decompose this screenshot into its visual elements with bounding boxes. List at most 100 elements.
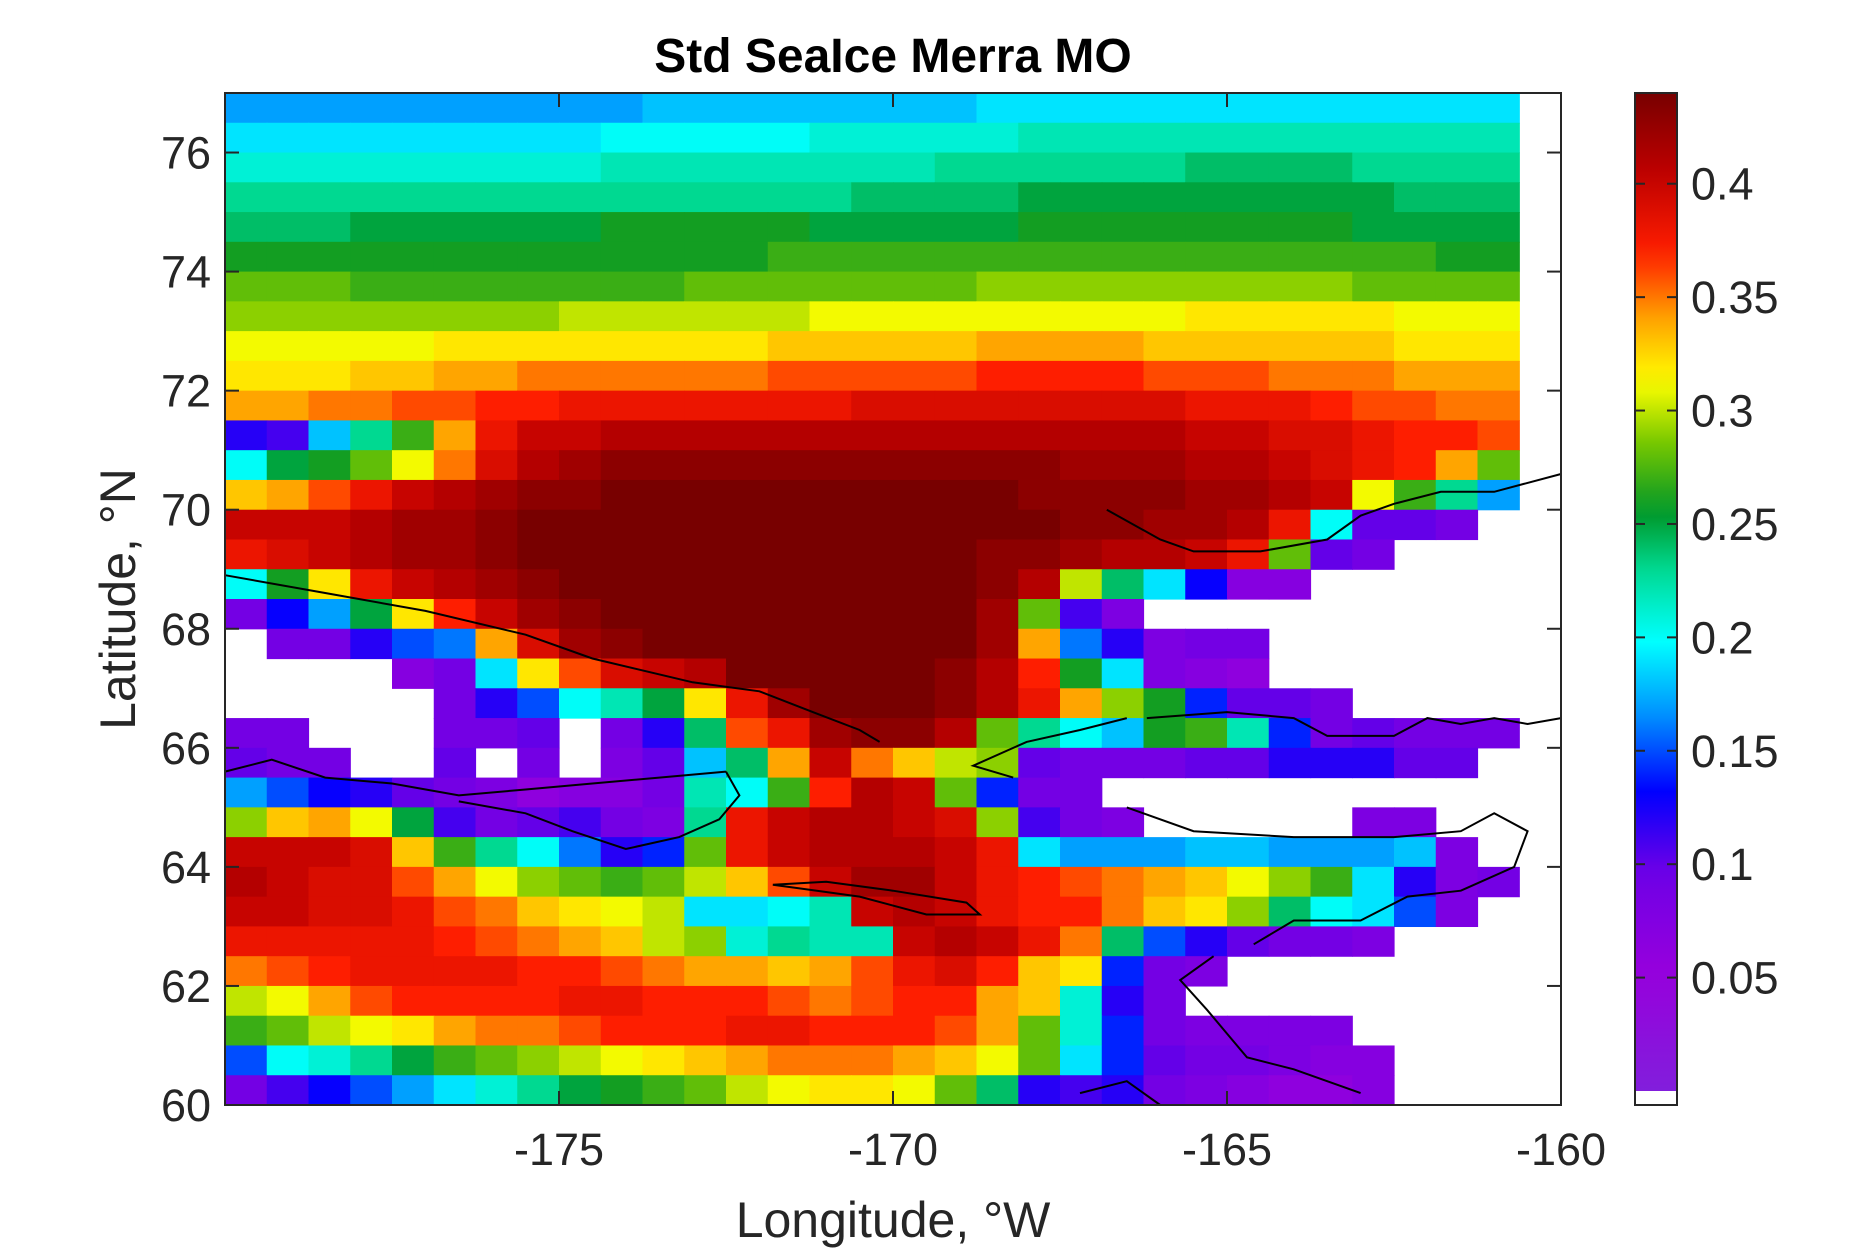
heatmap-cell: [767, 926, 811, 957]
heatmap-cell: [350, 569, 393, 600]
heatmap-cell: [684, 985, 727, 1017]
heatmap-cell: [1060, 1045, 1103, 1076]
heatmap-cell: [1185, 420, 1228, 451]
heatmap-cell: [726, 152, 769, 183]
heatmap-cell: [934, 212, 978, 243]
heatmap-cell: [893, 301, 936, 332]
heatmap-cell: [684, 688, 727, 719]
y-tick-label: 64: [161, 842, 211, 893]
heatmap-cell: [1101, 688, 1145, 719]
heatmap-cell: [1143, 301, 1186, 332]
heatmap-cell: [642, 182, 685, 213]
heatmap-cell: [350, 390, 393, 422]
y-tick-label: 68: [161, 604, 211, 655]
heatmap-cell: [976, 390, 1019, 422]
heatmap-cell: [392, 896, 435, 928]
heatmap-cell: [726, 241, 769, 273]
heatmap-cell: [726, 837, 769, 868]
heatmap-cell: [392, 122, 435, 154]
heatmap-cell: [642, 926, 685, 957]
heatmap-cell: [726, 747, 769, 779]
heatmap-cell: [308, 212, 351, 243]
heatmap-cell: [1143, 241, 1186, 273]
heatmap-cell: [266, 718, 310, 749]
heatmap-cell: [1060, 688, 1103, 719]
heatmap-cell: [1352, 360, 1395, 392]
heatmap-cell: [1268, 301, 1312, 332]
heatmap-cell: [684, 420, 727, 451]
heatmap-cell: [767, 599, 811, 630]
heatmap-cell: [1101, 360, 1145, 392]
heatmap-cell: [767, 122, 811, 154]
heatmap-cell: [350, 837, 393, 868]
heatmap-cell: [934, 1015, 978, 1047]
heatmap-cell: [851, 896, 894, 928]
heatmap-cell: [1143, 628, 1186, 660]
heatmap-cell: [308, 985, 351, 1017]
heatmap-cell: [809, 122, 852, 154]
heatmap-cell: [517, 479, 560, 511]
heatmap-cell: [600, 152, 644, 183]
heatmap-cell: [1060, 93, 1103, 124]
heatmap-cell: [934, 866, 978, 898]
heatmap-cell: [350, 271, 393, 302]
heatmap-cell: [1310, 747, 1353, 779]
heatmap-cell: [976, 599, 1019, 630]
heatmap-cell: [308, 866, 351, 898]
heatmap-cell: [600, 509, 644, 541]
heatmap-cell: [642, 390, 685, 422]
heatmap-cell: [851, 807, 894, 838]
heatmap-cell: [726, 271, 769, 302]
heatmap-cell: [1018, 152, 1061, 183]
heatmap-cell: [308, 628, 351, 660]
heatmap-cell: [934, 479, 978, 511]
heatmap-cell: [976, 777, 1019, 808]
heatmap-cell: [809, 599, 852, 630]
heatmap-cell: [893, 420, 936, 451]
heatmap-cell: [726, 718, 769, 749]
heatmap-cell: [976, 866, 1019, 898]
heatmap-cell: [1101, 93, 1145, 124]
heatmap-cell: [1477, 450, 1520, 481]
heatmap-cell: [433, 450, 477, 481]
heatmap-cell: [893, 241, 936, 273]
heatmap-cell: [893, 569, 936, 600]
heatmap-cell: [1227, 837, 1270, 868]
heatmap-cell: [1143, 212, 1186, 243]
heatmap-cell: [517, 301, 560, 332]
heatmap-cell: [934, 539, 978, 570]
heatmap-cell: [600, 182, 644, 213]
heatmap-cell: [1101, 807, 1145, 838]
heatmap-cell: [934, 93, 978, 124]
heatmap-cell: [1143, 1015, 1186, 1047]
heatmap-cell: [976, 688, 1019, 719]
heatmap-cell: [1060, 212, 1103, 243]
heatmap-cell: [1352, 509, 1395, 541]
heatmap-cell: [1060, 450, 1103, 481]
heatmap-cell: [1143, 331, 1186, 362]
heatmap-cell: [433, 688, 477, 719]
heatmap-cell: [767, 271, 811, 302]
heatmap-cell: [1310, 1015, 1353, 1047]
heatmap-cell: [851, 747, 894, 779]
heatmap-cell: [1143, 658, 1186, 689]
heatmap-cell: [642, 479, 685, 511]
heatmap-cell: [225, 569, 268, 600]
heatmap-cell: [559, 837, 602, 868]
heatmap-cell: [851, 956, 894, 987]
heatmap-cell: [1310, 450, 1353, 481]
heatmap-cell: [642, 777, 685, 808]
heatmap-cell: [1185, 718, 1228, 749]
heatmap-cell: [851, 866, 894, 898]
heatmap-cell: [1477, 420, 1520, 451]
heatmap-cell: [1143, 182, 1186, 213]
heatmap-cell: [1268, 152, 1312, 183]
heatmap-cell: [1060, 152, 1103, 183]
heatmap-cell: [976, 658, 1019, 689]
heatmap-cell: [642, 331, 685, 362]
heatmap-cell: [475, 122, 518, 154]
heatmap-cell: [1018, 420, 1061, 451]
heatmap-cell: [684, 331, 727, 362]
heatmap-cell: [1435, 241, 1479, 273]
heatmap-cell: [893, 360, 936, 392]
